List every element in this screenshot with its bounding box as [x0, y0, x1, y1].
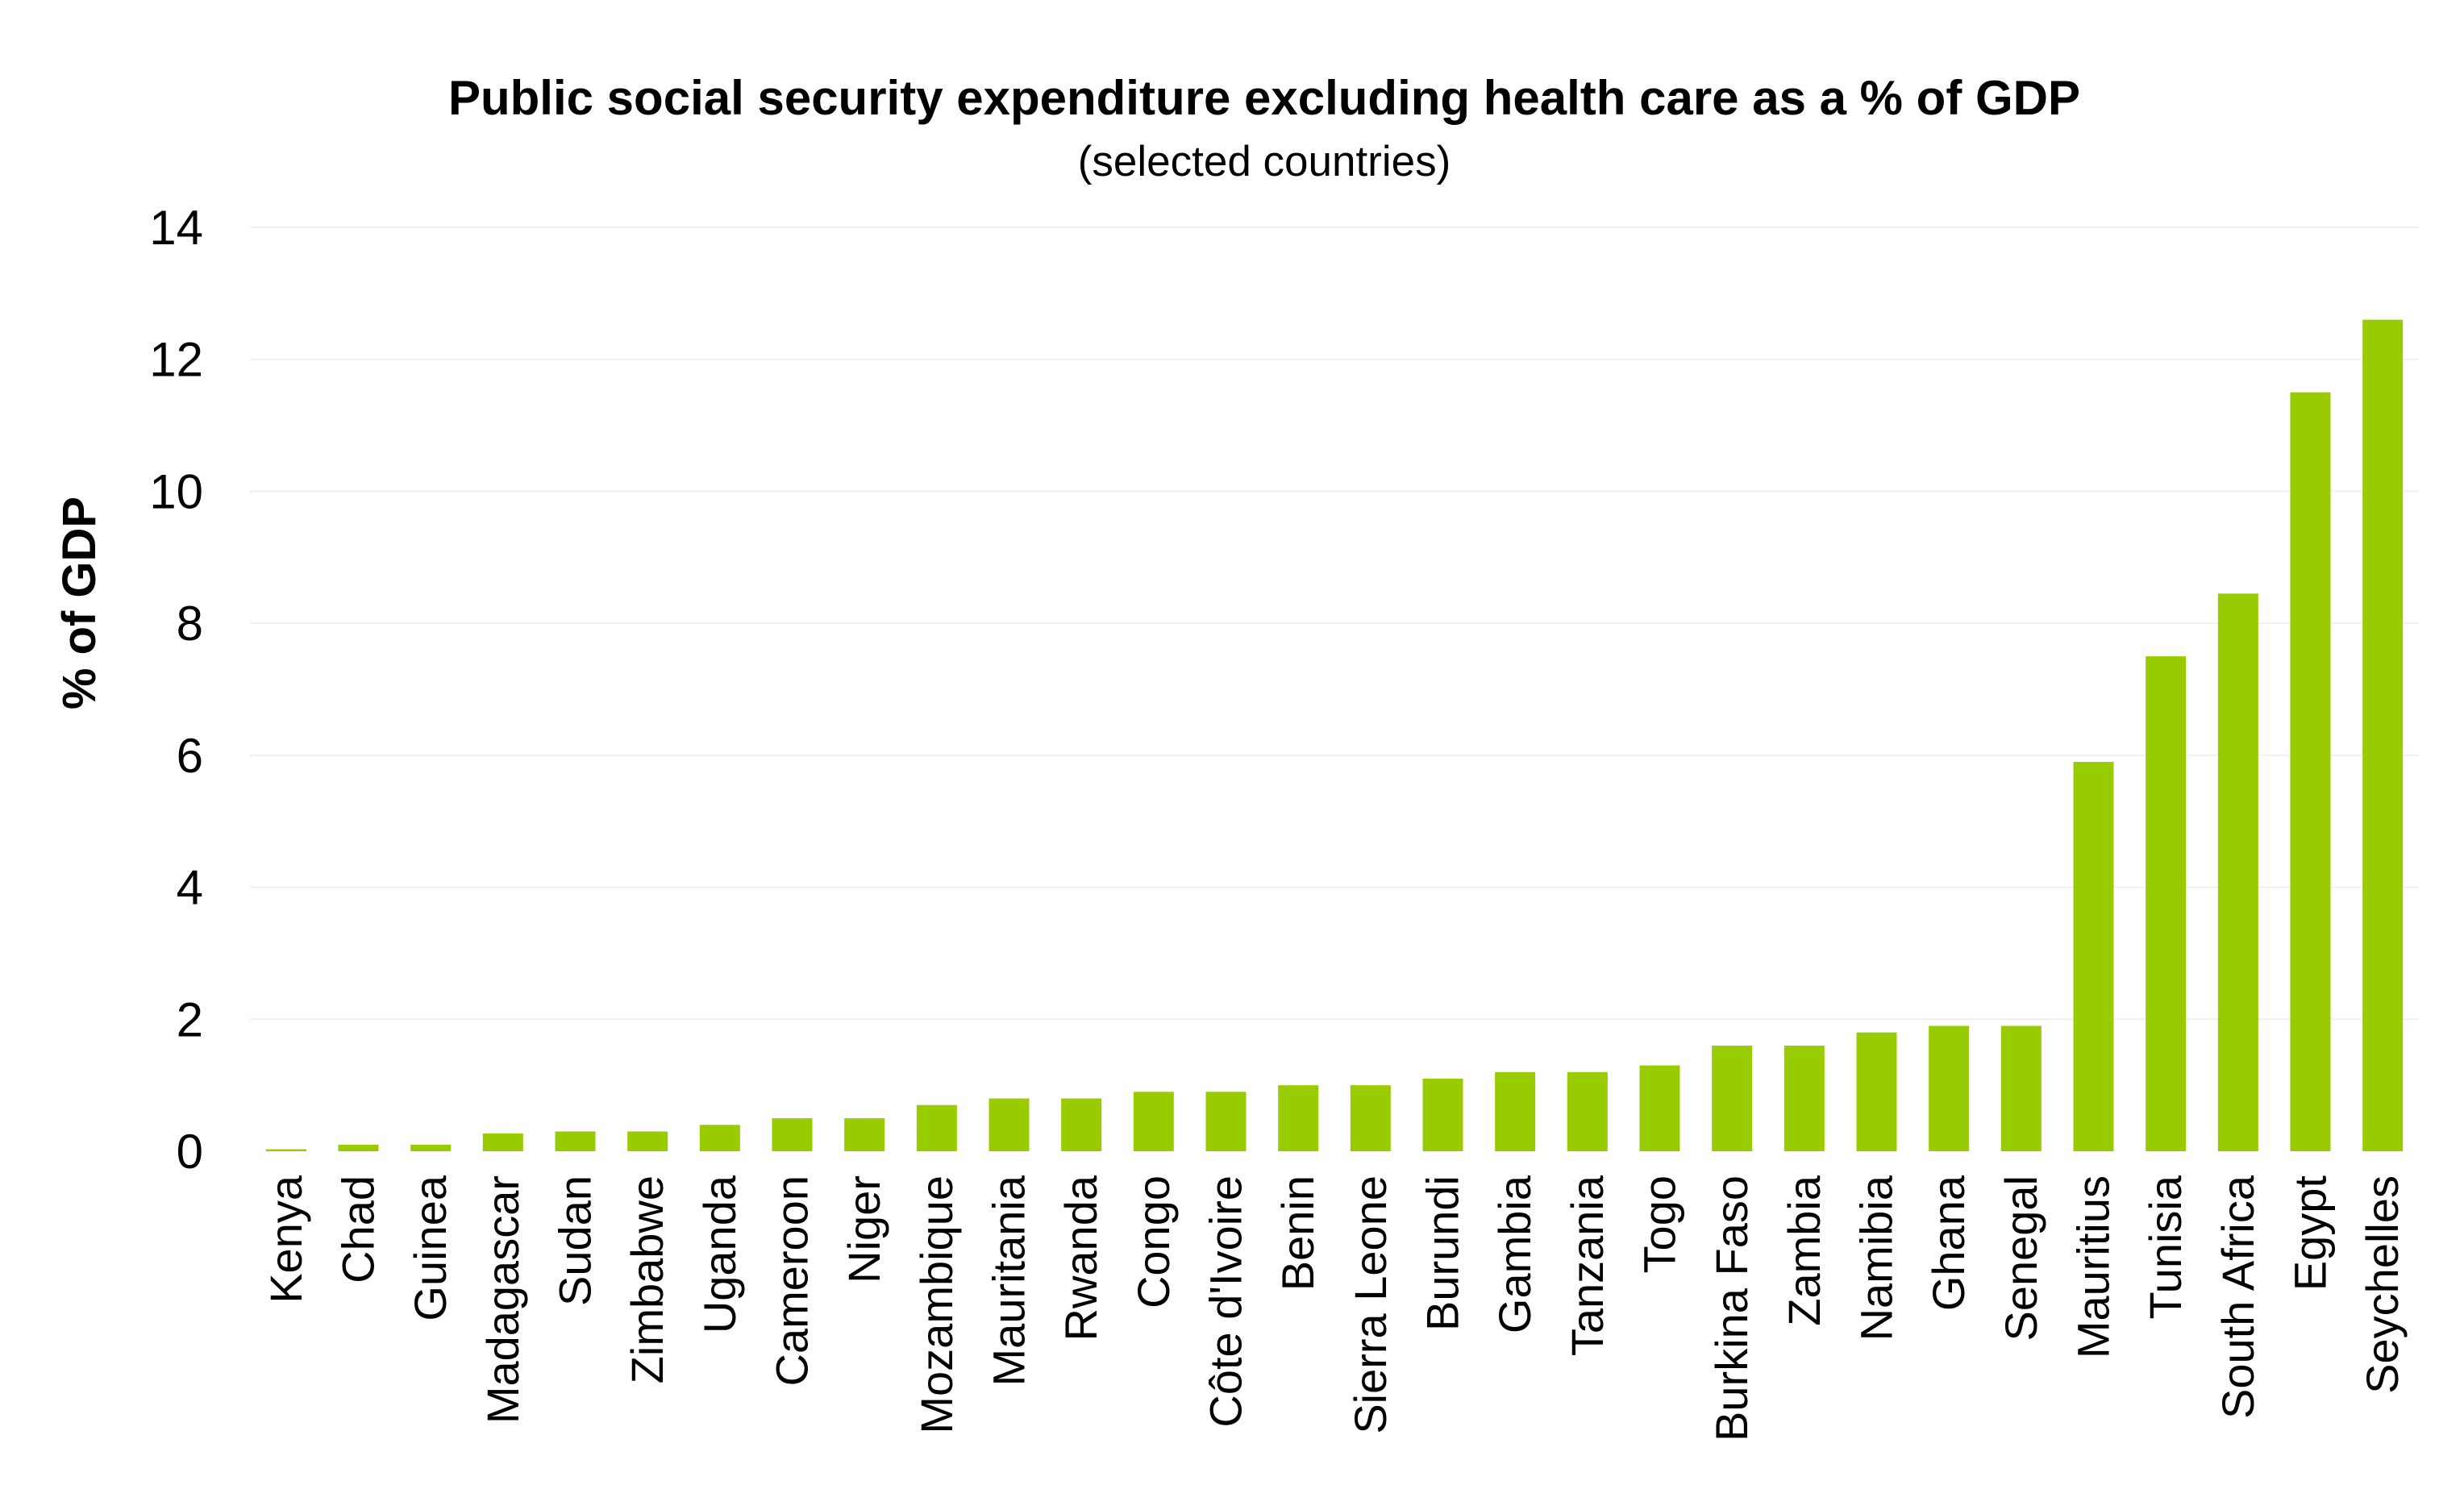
bar: [1712, 1046, 1753, 1151]
bar: [916, 1104, 957, 1151]
x-tick-label: Egypt: [2285, 1175, 2336, 1292]
bar: [338, 1144, 379, 1151]
x-tick-label: Togo: [1634, 1175, 1685, 1273]
x-tick-label: Gambia: [1489, 1175, 1540, 1333]
chart-subtitle: (selected countries): [1078, 138, 1451, 185]
bar: [1929, 1025, 1970, 1151]
chart-title: Public social security expenditure exclu…: [448, 71, 2080, 125]
y-tick-label: 12: [149, 333, 203, 387]
x-tick-label: Zimbabwe: [622, 1175, 672, 1383]
bar: [1205, 1092, 1247, 1151]
bar: [844, 1118, 885, 1151]
bar: [2073, 762, 2114, 1151]
bar: [265, 1149, 306, 1151]
bar: [2362, 319, 2404, 1152]
x-tick-label: Ghana: [1923, 1175, 1974, 1311]
x-tick-label: Tunisia: [2140, 1175, 2191, 1319]
bar: [627, 1131, 668, 1151]
bar: [1495, 1071, 1536, 1151]
y-tick-label: 2: [177, 992, 203, 1046]
x-tick-label: Mauritius: [2068, 1175, 2119, 1358]
bar: [2146, 656, 2187, 1151]
bar: [2290, 392, 2331, 1152]
x-tick-label: Niger: [839, 1175, 889, 1283]
bar: [1422, 1078, 1463, 1151]
x-tick-label: Namibia: [1851, 1175, 1902, 1341]
x-tick-label: Kenya: [260, 1175, 311, 1304]
x-tick-label: Uganda: [694, 1175, 745, 1333]
bar: [1350, 1085, 1391, 1151]
bar: [410, 1144, 452, 1151]
x-tick-label: Burundi: [1417, 1175, 1468, 1331]
y-tick-label: 0: [177, 1125, 203, 1179]
x-tick-label: Guinea: [405, 1175, 456, 1321]
x-tick-label: Chad: [333, 1175, 384, 1283]
x-tick-label: Madagascar: [477, 1175, 528, 1424]
x-tick-label: Congo: [1128, 1175, 1179, 1308]
bar: [2217, 593, 2258, 1151]
x-tick-label: Rwanda: [1055, 1175, 1106, 1341]
y-tick-label: 14: [149, 201, 203, 255]
bar: [989, 1098, 1030, 1151]
x-tick-label: Senegal: [1996, 1175, 2046, 1342]
bar: [1061, 1098, 1102, 1151]
x-axis-ticks: Kenya Chad Guinea Madagascar Sudan Zimbabwe Ug…: [260, 1175, 2408, 1441]
bar: [772, 1118, 813, 1151]
y-axis-ticks: 0 2 4 6 8 10 12 14: [149, 201, 203, 1179]
y-tick-label: 10: [149, 464, 203, 518]
y-tick-label: 6: [177, 729, 203, 783]
x-tick-label: Côte d'Ivoire: [1201, 1175, 1251, 1428]
gridlines: [250, 227, 2419, 1021]
x-tick-label: Benin: [1272, 1175, 1323, 1291]
bar: [1856, 1032, 1897, 1151]
x-tick-label: Mauritania: [984, 1175, 1034, 1386]
bar: [1278, 1085, 1319, 1151]
y-tick-label: 8: [177, 597, 203, 651]
bar: [699, 1125, 740, 1151]
x-tick-label: Burkina Faso: [1706, 1175, 1757, 1441]
bars: [265, 319, 2404, 1152]
x-tick-label: Sudan: [550, 1175, 601, 1306]
y-axis-title: % of GDP: [53, 497, 106, 709]
bar: [1639, 1065, 1680, 1151]
x-tick-label: Sierra Leone: [1345, 1175, 1396, 1434]
x-tick-label: Mozambique: [911, 1175, 962, 1434]
bar: [1783, 1046, 1825, 1151]
x-tick-label: Tanzania: [1562, 1175, 1613, 1356]
bar: [1133, 1092, 1174, 1151]
bar: [2000, 1025, 2042, 1151]
x-tick-label: Seychelles: [2357, 1175, 2408, 1394]
x-tick-label: South Africa: [2212, 1175, 2263, 1419]
bar: [1567, 1071, 1608, 1151]
bar: [482, 1133, 523, 1151]
y-tick-label: 4: [177, 861, 203, 915]
x-tick-label: Zambia: [1779, 1175, 1829, 1326]
bar: [555, 1131, 596, 1151]
x-tick-label: Cameroon: [767, 1175, 818, 1386]
